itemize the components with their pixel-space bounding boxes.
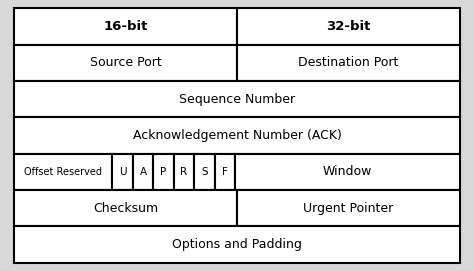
Text: S: S [201, 167, 208, 177]
Bar [237, 44, 460, 81]
Text: A: A [139, 167, 146, 177]
Bar [237, 190, 460, 227]
Bar [14, 154, 112, 190]
Text: Destination Port: Destination Port [298, 56, 399, 69]
Bar [174, 154, 194, 190]
Text: 16-bit: 16-bit [103, 20, 148, 33]
Bar [133, 154, 153, 190]
Text: Offset Reserved: Offset Reserved [24, 167, 102, 177]
Text: F: F [222, 167, 228, 177]
Bar [235, 154, 460, 190]
Bar [14, 81, 460, 117]
Bar [215, 154, 235, 190]
Bar [14, 8, 237, 44]
Bar [112, 154, 133, 190]
Text: U: U [119, 167, 126, 177]
Text: Source Port: Source Port [90, 56, 162, 69]
Text: Window: Window [323, 165, 372, 178]
Bar [237, 8, 460, 44]
Text: Urgent Pointer: Urgent Pointer [303, 202, 393, 215]
Text: R: R [181, 167, 188, 177]
Text: Options and Padding: Options and Padding [172, 238, 302, 251]
Bar [14, 117, 460, 154]
Bar [14, 190, 237, 227]
Bar [14, 227, 460, 263]
Text: Checksum: Checksum [93, 202, 158, 215]
Bar [153, 154, 174, 190]
Text: P: P [160, 167, 166, 177]
Text: Acknowledgement Number (ACK): Acknowledgement Number (ACK) [133, 129, 341, 142]
Bar [194, 154, 215, 190]
Text: 32-bit: 32-bit [326, 20, 371, 33]
Text: Sequence Number: Sequence Number [179, 93, 295, 106]
Bar [14, 44, 237, 81]
